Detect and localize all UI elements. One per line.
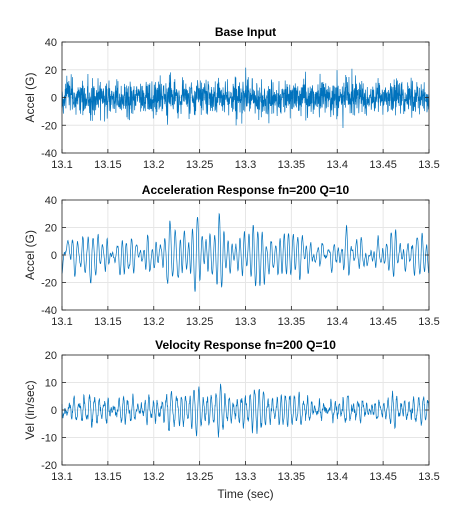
y-axis-label: Vel (in/sec) <box>23 380 37 439</box>
x-tick-label: 13.5 <box>418 159 439 171</box>
y-tick-label: -40 <box>41 305 57 317</box>
x-tick-label: 13.2 <box>143 471 164 483</box>
x-tick-label: 13.45 <box>369 316 397 328</box>
y-tick-label: 40 <box>45 195 57 207</box>
chart-title: Acceleration Response fn=200 Q=10 <box>142 183 350 197</box>
x-tick-label: 13.35 <box>278 159 306 171</box>
chart-title: Velocity Response fn=200 Q=10 <box>155 338 336 352</box>
x-tick-label: 13.3 <box>235 159 256 171</box>
y-tick-label: 20 <box>45 223 57 235</box>
x-tick-label: 13.25 <box>186 159 214 171</box>
chart-panel-2: 13.1 13.15 13.2 13.25 13.3 13.35 13.4 13.45 13.5… <box>23 183 440 328</box>
y-tick-label: 20 <box>45 350 57 362</box>
x-tick-label: 13.15 <box>94 316 122 328</box>
x-tick-label: 13.5 <box>418 316 439 328</box>
x-tick-label: 13.35 <box>278 471 306 483</box>
y-tick-label: 10 <box>45 378 57 390</box>
y-tick-label: -10 <box>41 433 57 445</box>
x-tick-label: 13.2 <box>143 159 164 171</box>
x-tick-label: 13.3 <box>235 316 256 328</box>
x-tick-label: 13.4 <box>327 471 348 483</box>
x-tick-label: 13.3 <box>235 471 256 483</box>
x-tick-label: 13.2 <box>143 316 164 328</box>
y-tick-label: 0 <box>51 250 57 262</box>
series-line <box>61 212 430 292</box>
x-tick-label: 13.4 <box>327 159 348 171</box>
chart-panel-1: 13.1 13.15 13.2 13.25 13.3 13.35 13.4 13.45 13.5… <box>23 25 440 171</box>
y-tick-label: -20 <box>41 120 57 132</box>
x-tick-label: 13.45 <box>369 159 397 171</box>
x-tick-label: 13.15 <box>94 159 122 171</box>
x-tick-label: 13.1 <box>51 316 72 328</box>
chart-panel-3: 13.1 13.15 13.2 13.25 13.3 13.35 13.4 13.45 13.5… <box>23 338 440 501</box>
x-tick-label: 13.25 <box>186 316 214 328</box>
y-axis-label: Accel (G) <box>23 230 37 280</box>
y-tick-label: 0 <box>51 405 57 417</box>
y-tick-label: 40 <box>45 37 57 49</box>
x-axis-label: Time (sec) <box>217 487 273 501</box>
x-tick-label: 13.25 <box>186 471 214 483</box>
chart-title: Base Input <box>215 25 276 39</box>
y-axis-label: Accel (G) <box>23 72 37 122</box>
y-tick-label: -40 <box>41 148 57 160</box>
y-tick-label: 0 <box>51 93 57 105</box>
x-tick-label: 13.1 <box>51 159 72 171</box>
series-line <box>61 67 430 129</box>
y-tick-label: -20 <box>41 460 57 472</box>
y-tick-label: -20 <box>41 278 57 290</box>
x-tick-label: 13.1 <box>51 471 72 483</box>
x-tick-label: 13.15 <box>94 471 122 483</box>
x-tick-label: 13.5 <box>418 471 439 483</box>
y-tick-label: 20 <box>45 65 57 77</box>
x-tick-label: 13.45 <box>369 471 397 483</box>
x-tick-label: 13.35 <box>278 316 306 328</box>
series-line <box>61 383 430 438</box>
x-tick-label: 13.4 <box>327 316 348 328</box>
